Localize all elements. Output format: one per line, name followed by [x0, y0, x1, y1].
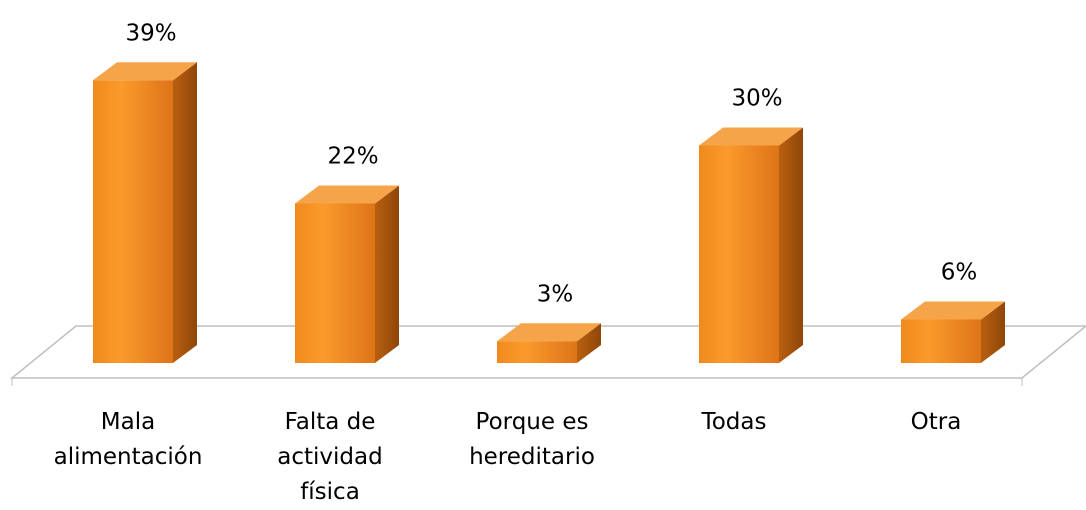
bar-front — [497, 341, 577, 363]
bar — [295, 185, 399, 363]
bar — [93, 62, 197, 363]
data-label: 6% — [941, 260, 978, 286]
bar-front — [699, 145, 779, 363]
bar-side — [779, 127, 803, 363]
bar-front — [93, 80, 173, 363]
x-tick-label: Porque es hereditario — [469, 409, 595, 470]
data-label: 3% — [537, 281, 574, 307]
data-label: 22% — [327, 144, 378, 170]
bar — [901, 301, 1005, 363]
bar-top — [295, 185, 399, 204]
bar-front — [295, 203, 375, 363]
bar-side — [577, 323, 601, 363]
bar-front — [901, 319, 981, 363]
bar-top — [901, 301, 1005, 320]
bar-side — [981, 301, 1005, 363]
data-label: 39% — [125, 20, 176, 46]
x-tick-label: Falta de actividad física — [277, 409, 383, 505]
x-tick-label: Mala alimentación — [53, 409, 203, 470]
x-tick-label: Todas — [701, 409, 767, 435]
data-label: 30% — [731, 86, 782, 112]
bar-side — [173, 62, 197, 363]
x-tick-label: Otra — [910, 409, 962, 435]
bar-top — [497, 323, 601, 342]
bar — [497, 323, 601, 363]
bar — [699, 127, 803, 363]
bar-side — [375, 185, 399, 363]
bar-top — [699, 127, 803, 146]
bar-top — [93, 62, 197, 81]
